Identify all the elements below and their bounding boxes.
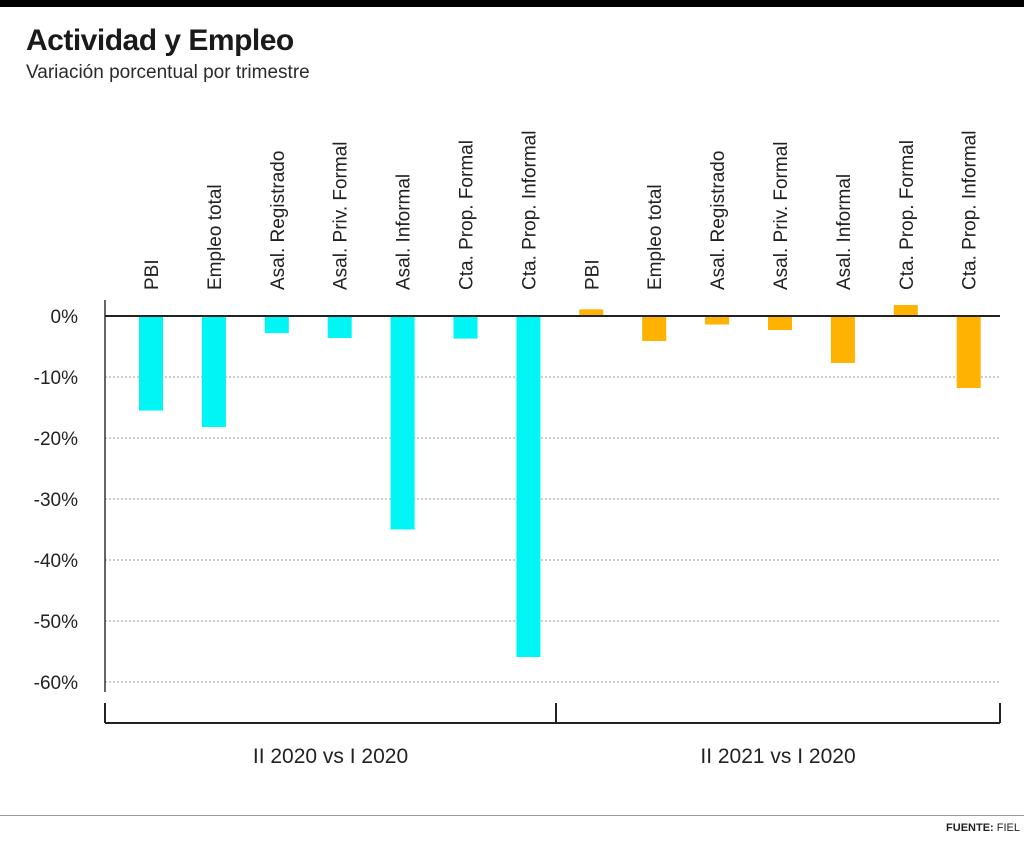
- category-label: Empleo total: [645, 184, 666, 290]
- y-tick-label: 0%: [51, 307, 79, 328]
- category-label: Asal. Informal: [394, 174, 415, 290]
- bar: [390, 316, 415, 530]
- bar: [579, 309, 604, 316]
- bar: [327, 316, 352, 338]
- category-label: PBI: [142, 259, 163, 290]
- bar: [768, 316, 792, 331]
- bar: [642, 316, 667, 342]
- category-label: Cta. Prop. Formal: [457, 140, 478, 290]
- category-label: Asal. Informal: [834, 174, 855, 290]
- source-text: FIEL: [996, 822, 1020, 834]
- category-label: Asal. Registrado: [268, 151, 289, 290]
- category-label: PBI: [582, 259, 603, 290]
- category-label: Cta. Prop. Informal: [960, 131, 981, 290]
- source-label: FUENTE:: [946, 822, 994, 834]
- group-label: II 2021 vs I 2020: [700, 745, 855, 768]
- group-label: II 2020 vs I 2020: [253, 745, 408, 768]
- chart-title: Actividad y Empleo: [26, 24, 294, 57]
- bar: [201, 316, 226, 428]
- y-tick-label: -60%: [34, 673, 78, 694]
- y-tick-label: -20%: [34, 429, 78, 450]
- bar: [139, 316, 163, 411]
- bar: [516, 316, 541, 657]
- top-border: [0, 0, 1024, 7]
- category-label: Cta. Prop. Formal: [897, 140, 918, 290]
- bar: [956, 316, 981, 388]
- bar: [453, 316, 478, 339]
- chart-subtitle: Variación porcentual por trimestre: [26, 62, 310, 83]
- y-tick-label: -30%: [34, 490, 78, 511]
- bar: [264, 316, 289, 334]
- bar: [830, 316, 855, 363]
- category-label: Empleo total: [205, 184, 226, 290]
- y-tick-label: -10%: [34, 368, 78, 389]
- y-tick-label: -50%: [34, 612, 78, 633]
- source-note: FUENTE: FIEL: [946, 822, 1020, 834]
- footer-divider: [0, 815, 1024, 816]
- bar: [893, 305, 918, 316]
- category-label: Asal. Registrado: [708, 151, 729, 290]
- category-label: Cta. Prop. Informal: [519, 131, 540, 290]
- bar: [705, 316, 730, 325]
- y-tick-label: -40%: [34, 551, 78, 572]
- category-label: Asal. Priv. Formal: [331, 141, 352, 290]
- category-label: Asal. Priv. Formal: [771, 141, 792, 290]
- bar-chart: 0% -10% -20% -30% -40% -50% -60% PBI Empleo tota…: [34, 131, 1001, 768]
